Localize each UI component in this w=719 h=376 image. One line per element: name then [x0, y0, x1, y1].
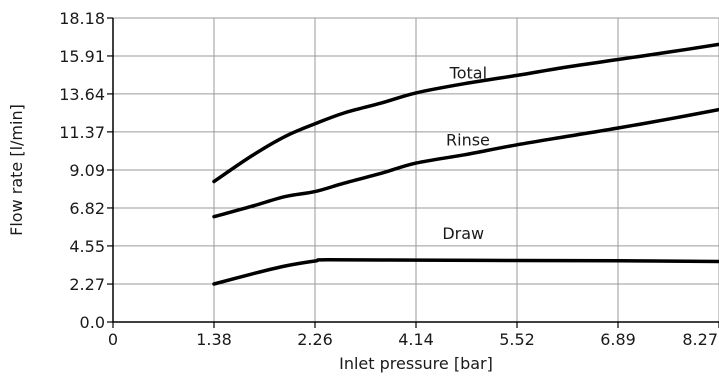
x-tick-label: 8.27 [682, 330, 718, 349]
y-tick-label: 2.27 [69, 275, 105, 294]
y-tick-label: 13.64 [59, 85, 105, 104]
series-line-total [212, 42, 719, 184]
x-tick-label: 2.26 [297, 330, 333, 349]
x-axis-ticks: 0 1.38 2.26 4.14 5.52 6.89 8.27 [108, 322, 719, 349]
grid-lines [113, 17, 719, 323]
series-label-rinse: Rinse [446, 131, 490, 150]
y-tick-label: 18.18 [59, 9, 105, 28]
x-tick-label: 4.14 [398, 330, 434, 349]
series-line-draw [212, 258, 719, 286]
x-axis-title: Inlet pressure [bar] [339, 354, 493, 373]
y-tick-label: 0.0 [80, 313, 105, 332]
x-tick-label: 5.52 [499, 330, 535, 349]
y-tick-label: 11.37 [59, 123, 105, 142]
y-tick-label: 4.55 [69, 237, 105, 256]
series-label-total: Total [449, 64, 487, 83]
series-label-draw: Draw [442, 224, 484, 243]
y-tick-label: 9.09 [69, 161, 105, 180]
x-tick-label: 1.38 [196, 330, 232, 349]
series-line-rinse [212, 107, 719, 219]
y-tick-label: 6.82 [69, 199, 105, 218]
data-series [212, 42, 719, 286]
y-axis-ticks: 0.0 2.27 4.55 6.82 9.09 11.37 13.64 15.91 18.18 [59, 9, 113, 332]
x-tick-label: 0 [108, 330, 118, 349]
y-axis-title: Flow rate [l/min] [7, 104, 26, 236]
series-labels: Total Rinse Draw [442, 64, 490, 244]
x-tick-label: 6.89 [600, 330, 636, 349]
y-tick-label: 15.91 [59, 47, 105, 66]
